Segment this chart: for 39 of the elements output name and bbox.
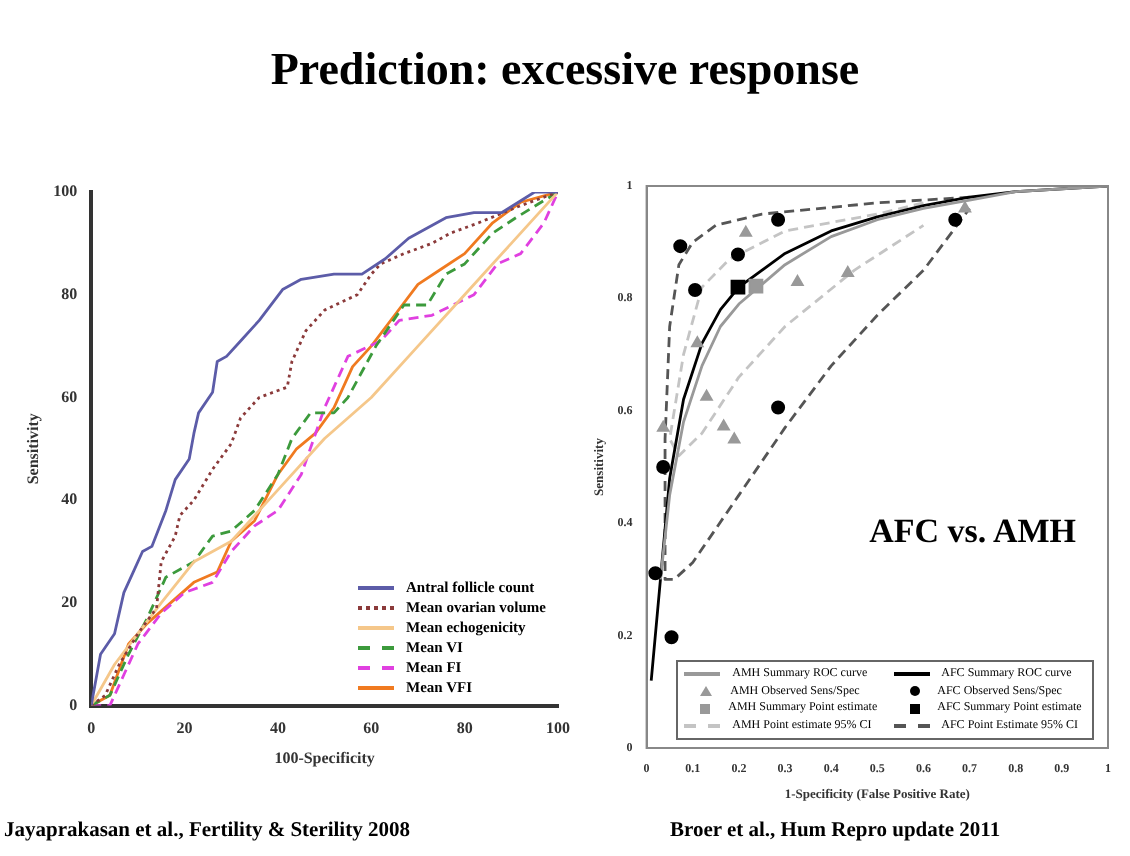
- x-tick-label: 20: [176, 719, 193, 738]
- point: [771, 400, 786, 415]
- point: [648, 566, 663, 581]
- line-series: [668, 201, 925, 458]
- point: [748, 278, 764, 294]
- point: [691, 336, 704, 348]
- y-tick-label: 100: [53, 182, 78, 201]
- point: [673, 239, 688, 254]
- x-axis-title: 100-Specificity: [274, 748, 375, 767]
- point: [730, 247, 745, 262]
- point: [728, 432, 741, 444]
- y-tick-label: 20: [61, 593, 78, 612]
- point: [739, 225, 752, 237]
- point: [700, 389, 713, 401]
- x-tick-label: 0: [87, 719, 96, 738]
- text: Broer et al., Hum Repro update 2011: [670, 820, 1001, 842]
- y-tick-label: 60: [61, 387, 78, 406]
- point: [948, 212, 963, 227]
- point: [688, 282, 703, 297]
- chart-title: Prediction: excessive response: [268, 44, 862, 96]
- y-axis-title: Sensitivity: [23, 413, 42, 485]
- x-tick-label: 100: [546, 719, 570, 738]
- point: [730, 279, 746, 295]
- y-tick-label: 80: [61, 284, 78, 303]
- point: [958, 201, 972, 213]
- y-tick-label: 40: [61, 490, 78, 509]
- point: [657, 420, 670, 432]
- point: [656, 460, 671, 474]
- x-tick-label: 40: [269, 719, 286, 738]
- point: [791, 275, 804, 287]
- x-tick-label: 80: [456, 719, 473, 738]
- x-tick-label: 60: [363, 719, 380, 738]
- point: [771, 212, 786, 227]
- point: [841, 266, 854, 278]
- text: Jayaprakasan et al., Fertility & Sterility 2008: [4, 820, 410, 842]
- point: [664, 630, 679, 645]
- annotation: AFC vs. AMH: [869, 511, 1076, 552]
- point: [717, 419, 730, 431]
- y-tick-label: 0: [69, 695, 78, 714]
